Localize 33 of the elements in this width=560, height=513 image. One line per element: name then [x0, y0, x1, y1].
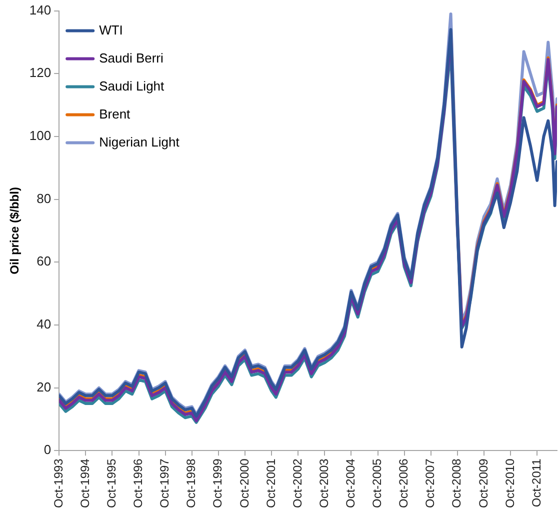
x-tick-label: Oct-1998: [184, 458, 198, 508]
x-tick-label: Oct-2011: [529, 458, 544, 508]
x-tick-label: Oct-2002: [290, 458, 304, 508]
y-tick-label: 140: [29, 2, 52, 18]
y-tick-label: 40: [36, 316, 52, 332]
y-tick-label: 0: [44, 442, 52, 458]
x-tick-label: Oct-2007: [423, 458, 438, 508]
x-tick-label: Oct-2008: [450, 458, 464, 508]
x-tick-label: Oct-2010: [502, 458, 517, 508]
y-tick-label: 20: [36, 379, 52, 394]
legend-label: Saudi Light: [99, 78, 165, 94]
legend-label: WTI: [99, 22, 123, 38]
x-tick-label: Oct-1994: [78, 458, 92, 508]
x-tick-label: Oct-2009: [476, 458, 490, 508]
x-tick-label: Oct-2006: [396, 458, 411, 508]
x-tick-label: Oct-1997: [158, 458, 172, 508]
x-tick-label: Oct-2000: [237, 458, 252, 508]
x-tick-label: Oct-1996: [131, 458, 146, 508]
x-tick-label: Oct-2003: [316, 458, 331, 508]
y-tick-label: 80: [36, 190, 52, 206]
x-tick-label: Oct-2005: [370, 458, 384, 508]
x-tick-label: Oct-1995: [104, 458, 119, 508]
y-axis-title: Oil price ($/bbl): [8, 187, 22, 274]
x-tick-label: Oct-1999: [210, 458, 225, 508]
y-tick-label: 120: [29, 65, 52, 80]
x-tick-label: Oct-2001: [264, 458, 278, 508]
y-tick-label: 100: [29, 128, 52, 144]
legend-label: Nigerian Light: [99, 134, 180, 150]
legend-label: Saudi Berri: [99, 50, 164, 66]
y-tick-label: 60: [36, 254, 52, 269]
legend-label: Brent: [99, 106, 131, 122]
x-tick-label: Oct-2004: [344, 458, 358, 508]
x-tick-label: Oct-1993: [51, 458, 66, 508]
